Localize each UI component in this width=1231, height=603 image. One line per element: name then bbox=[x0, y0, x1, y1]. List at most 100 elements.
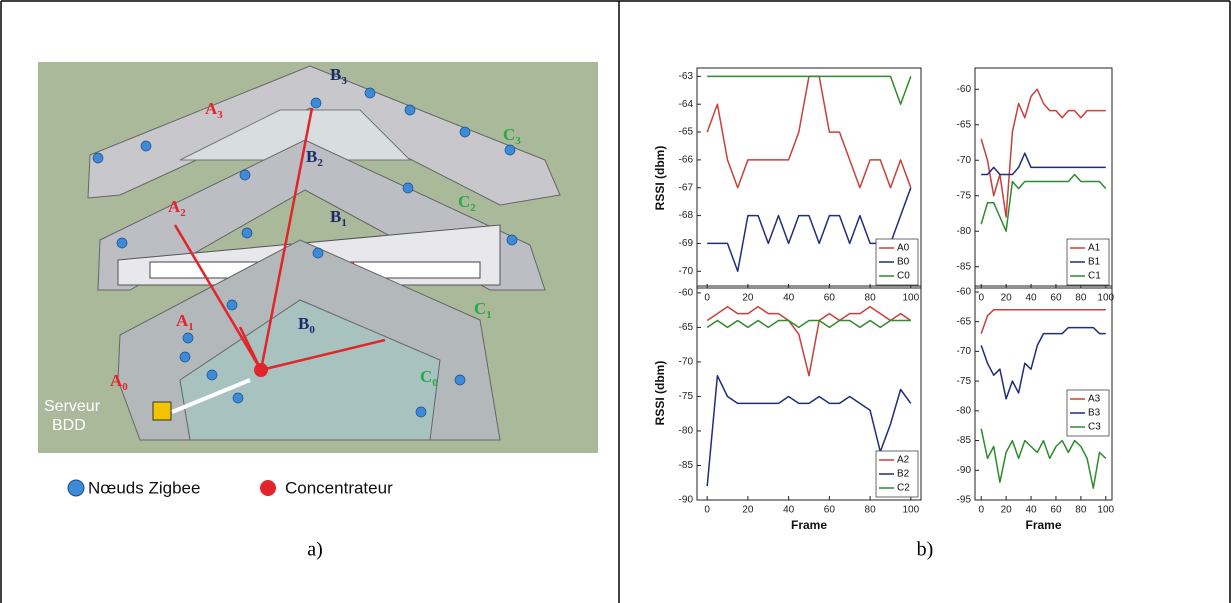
zone-letter: C bbox=[420, 367, 432, 386]
caption: a) bbox=[307, 539, 323, 561]
legend-node bbox=[67, 479, 85, 497]
node bbox=[312, 247, 324, 259]
zone-label: A0 bbox=[110, 371, 128, 393]
series-line bbox=[706, 374, 912, 487]
series-line bbox=[980, 88, 1106, 218]
zone-index: 3 bbox=[341, 75, 347, 87]
x-tick-label: 60 bbox=[1050, 293, 1062, 304]
node bbox=[404, 104, 416, 116]
node bbox=[206, 369, 218, 381]
legend-label: B0 bbox=[897, 257, 910, 268]
node bbox=[241, 227, 253, 239]
node bbox=[415, 406, 427, 418]
x-tick-label: 40 bbox=[1025, 505, 1037, 516]
x-tick-label: 60 bbox=[824, 293, 836, 304]
legend-label: C0 bbox=[897, 271, 910, 282]
y-tick-label: -75 bbox=[679, 391, 694, 402]
series-line bbox=[980, 428, 1107, 489]
server-icon bbox=[152, 401, 172, 421]
y-tick-label: -68 bbox=[679, 210, 694, 221]
y-tick-label: -64 bbox=[679, 99, 694, 110]
zone-label: C1 bbox=[474, 299, 492, 321]
zone-letter: A bbox=[168, 197, 181, 216]
link bbox=[173, 224, 263, 371]
x-tick-label: 20 bbox=[742, 505, 754, 516]
zone-letter: B bbox=[298, 314, 309, 333]
y-tick-label: -95 bbox=[957, 495, 972, 506]
charts: -63 -64 -65 -66 -67 -68 -69 -70 0 20 40 60 80 100 RSSI… bbox=[653, 67, 1115, 532]
legend-label: C1 bbox=[1088, 271, 1101, 282]
y-tick-label: -67 bbox=[679, 182, 694, 193]
node bbox=[116, 237, 128, 249]
series-line bbox=[980, 173, 1107, 232]
x-tick-label: 40 bbox=[783, 293, 795, 304]
y-tick-label: -65 bbox=[679, 127, 694, 138]
x-tick-label: 100 bbox=[902, 505, 919, 516]
y-tick-label: -75 bbox=[957, 376, 972, 387]
zone-letter: C bbox=[458, 192, 470, 211]
node bbox=[92, 152, 104, 164]
series-line bbox=[706, 75, 912, 189]
x-tick-label: 100 bbox=[1097, 293, 1114, 304]
zone-label: B2 bbox=[306, 147, 323, 169]
zone-index: 1 bbox=[188, 321, 194, 333]
node bbox=[504, 144, 516, 156]
zone-letter: B bbox=[330, 65, 341, 84]
floor-3 bbox=[87, 65, 561, 206]
link bbox=[259, 107, 314, 371]
x-tick-label: 20 bbox=[1001, 293, 1013, 304]
legend-box bbox=[875, 238, 919, 286]
series-line bbox=[981, 152, 1106, 176]
zone-label: A3 bbox=[205, 99, 223, 121]
y-tick-label: -80 bbox=[679, 426, 694, 437]
link bbox=[238, 326, 263, 371]
y-tick-label: -90 bbox=[679, 495, 694, 506]
y-axis-label: RSSI (dbm) bbox=[653, 361, 667, 426]
legend-label: A2 bbox=[897, 455, 910, 466]
y-axis-label: RSSI (dbm) bbox=[653, 146, 667, 211]
ground-hall bbox=[179, 299, 441, 441]
y-tick-label: -90 bbox=[957, 465, 972, 476]
node bbox=[239, 169, 251, 181]
node bbox=[226, 299, 238, 311]
y-tick-label: -63 bbox=[679, 71, 694, 82]
x-tick-label: 100 bbox=[902, 293, 919, 304]
y-tick-label: -85 bbox=[957, 435, 972, 446]
x-tick-label: 40 bbox=[1025, 293, 1037, 304]
zone-index: 1 bbox=[341, 217, 347, 229]
node bbox=[140, 140, 152, 152]
plot-frame bbox=[974, 285, 1113, 501]
zone-index: 3 bbox=[515, 135, 521, 147]
x-tick-label: 0 bbox=[704, 505, 710, 516]
zone-index: 0 bbox=[122, 381, 128, 393]
zone-index: 2 bbox=[317, 157, 323, 169]
zone-letter: A bbox=[176, 311, 189, 330]
server-link bbox=[171, 378, 251, 414]
zone-label: B0 bbox=[298, 314, 315, 336]
x-tick-label: 0 bbox=[978, 293, 984, 304]
zone-label: B3 bbox=[330, 65, 347, 87]
y-tick-label: -60 bbox=[679, 288, 694, 299]
zone-label: C2 bbox=[458, 192, 476, 214]
x-tick-label: 20 bbox=[742, 293, 754, 304]
zone-label: A2 bbox=[168, 197, 186, 219]
legend-label: A3 bbox=[1088, 394, 1101, 405]
x-axis-label: Frame bbox=[1025, 518, 1061, 532]
x-tick-label: 80 bbox=[865, 505, 877, 516]
series-line bbox=[980, 309, 1106, 334]
y-tick-label: -80 bbox=[957, 226, 972, 237]
node bbox=[454, 374, 466, 386]
x-tick-label: 80 bbox=[1075, 293, 1087, 304]
zone-index: 2 bbox=[180, 207, 186, 219]
zone-label: A1 bbox=[176, 311, 194, 333]
x-tick-label: 100 bbox=[1097, 505, 1114, 516]
zone-label: C3 bbox=[503, 125, 521, 147]
y-tick-label: -85 bbox=[957, 261, 972, 272]
zone-letter: B bbox=[306, 147, 317, 166]
node bbox=[506, 234, 518, 246]
x-tick-label: 0 bbox=[704, 293, 710, 304]
x-tick-label: 80 bbox=[1075, 505, 1087, 516]
zone-letter: B bbox=[330, 207, 341, 226]
